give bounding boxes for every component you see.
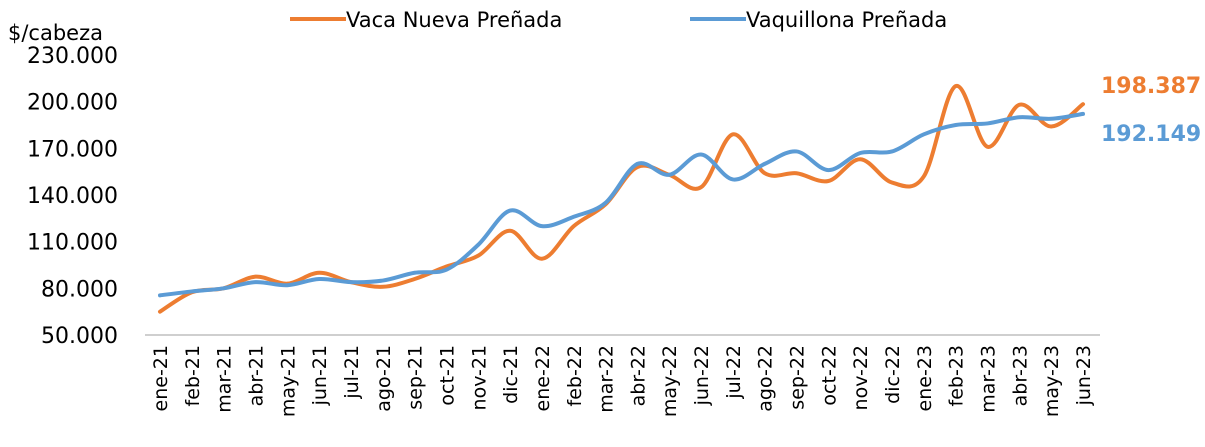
legend-label: Vaquillona Preñada [746, 8, 947, 32]
x-tick-label: mar-21 [214, 345, 236, 413]
x-tick-label: may-23 [1041, 345, 1063, 417]
y-tick-label: 230.000 [27, 44, 118, 69]
x-tick-label: dic-22 [882, 345, 904, 404]
x-tick-label: nov-22 [850, 345, 872, 410]
x-tick-label: feb-23 [946, 345, 968, 406]
x-tick-label: ene-23 [914, 345, 936, 411]
x-tick-label: oct-22 [818, 345, 840, 406]
x-tick-label: jun-21 [309, 345, 331, 406]
y-tick-label: 50.000 [41, 324, 118, 349]
x-tick-label: sep-22 [787, 345, 809, 410]
x-tick-label: ago-22 [755, 345, 777, 412]
y-axis-label: $/cabeza [8, 21, 103, 45]
y-tick-label: 170.000 [27, 137, 118, 162]
x-tick-label: feb-22 [564, 345, 586, 406]
series-line [158, 111, 1085, 298]
x-tick-label: abr-23 [1009, 345, 1031, 406]
data-label: 192.149 [1101, 122, 1201, 147]
x-tick-label: dic-21 [500, 345, 522, 404]
y-tick-label: 140.000 [27, 184, 118, 209]
x-tick-label: jul-21 [341, 345, 363, 400]
x-tick-label: may-21 [277, 345, 299, 417]
legend-label: Vaca Nueva Preñada [346, 8, 562, 32]
x-tick-label: feb-21 [182, 345, 204, 406]
x-tick-label: mar-22 [596, 345, 618, 413]
y-tick-label: 200.000 [27, 91, 118, 116]
x-tick-label: ago-21 [373, 345, 395, 412]
x-tick-label: ene-22 [532, 345, 554, 411]
y-tick-label: 80.000 [41, 277, 118, 302]
x-tick-label: mar-23 [978, 345, 1000, 413]
x-tick-label: abr-22 [627, 345, 649, 406]
x-tick-label: jun-22 [691, 345, 713, 406]
x-tick-label: ene-21 [150, 345, 172, 411]
x-tick-label: oct-21 [436, 345, 458, 406]
x-tick-label: may-22 [659, 345, 681, 417]
x-tick-label: jun-23 [1073, 345, 1095, 406]
series-line [158, 84, 1085, 314]
y-tick-label: 110.000 [27, 231, 118, 256]
x-tick-label: abr-21 [245, 345, 267, 406]
x-tick-label: jul-22 [723, 345, 745, 400]
data-label: 198.387 [1101, 74, 1201, 99]
x-tick-label: sep-21 [405, 345, 427, 410]
x-tick-label: nov-21 [468, 345, 490, 410]
